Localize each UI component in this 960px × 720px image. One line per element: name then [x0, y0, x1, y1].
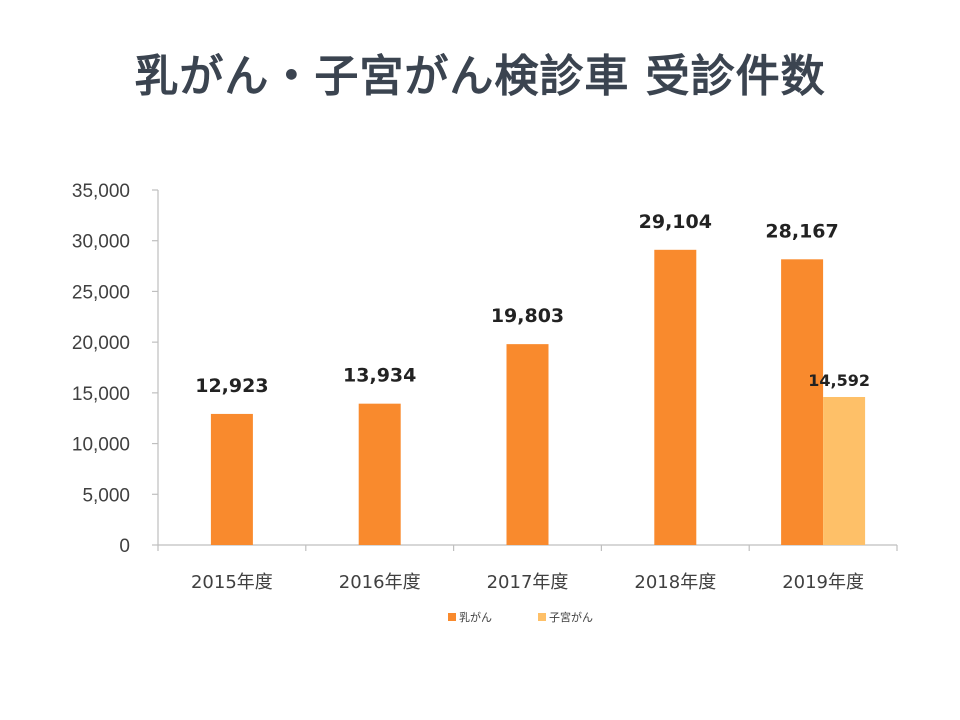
legend-label: 子宮がん: [549, 610, 593, 624]
bar-乳がん: [654, 249, 697, 545]
y-tick-label: 25,000: [72, 282, 130, 303]
bar-乳がん: [781, 259, 824, 545]
x-tick-label: 2016年度: [339, 572, 421, 593]
y-tick-label: 15,000: [72, 384, 130, 405]
y-tick-label: 20,000: [72, 333, 130, 354]
legend-label: 乳がん: [459, 610, 492, 624]
data-label: 28,167: [765, 220, 838, 242]
bar-乳がん: [210, 413, 253, 545]
y-tick-label: 0: [119, 536, 130, 557]
x-tick-label: 2017年度: [487, 572, 569, 593]
data-label: 29,104: [639, 211, 712, 233]
y-axis: 0 5,000 10,000 15,000 20,000 25,000 30,000 35,0…: [72, 181, 159, 557]
x-axis: 2015年度 2016年度 2017年度 2018年度 2019年度: [157, 544, 898, 593]
page-title: 乳がん・子宮がん検診車 受診件数: [134, 51, 826, 102]
legend-swatch: [538, 613, 546, 621]
data-label: 13,934: [343, 365, 416, 387]
bar-子宮がん: [823, 396, 866, 545]
bar-乳がん: [506, 344, 549, 545]
x-tick-label: 2019年度: [782, 572, 864, 593]
y-tick-label: 30,000: [72, 232, 130, 253]
data-label: 12,923: [195, 375, 268, 397]
y-tick-label: 10,000: [72, 435, 130, 456]
bars: [210, 249, 866, 545]
legend: 乳がん 子宮がん: [448, 610, 593, 624]
y-tick-label: 35,000: [72, 181, 130, 202]
data-labels: 12,923 13,934 19,803 29,104 28,167 14,592: [195, 211, 870, 397]
y-tick-label: 5,000: [82, 485, 130, 506]
bar-乳がん: [358, 403, 401, 545]
data-label: 14,592: [808, 371, 870, 390]
x-tick-label: 2018年度: [634, 572, 716, 593]
data-label: 19,803: [491, 305, 564, 327]
legend-swatch: [448, 613, 456, 621]
x-tick-label: 2015年度: [191, 572, 273, 593]
